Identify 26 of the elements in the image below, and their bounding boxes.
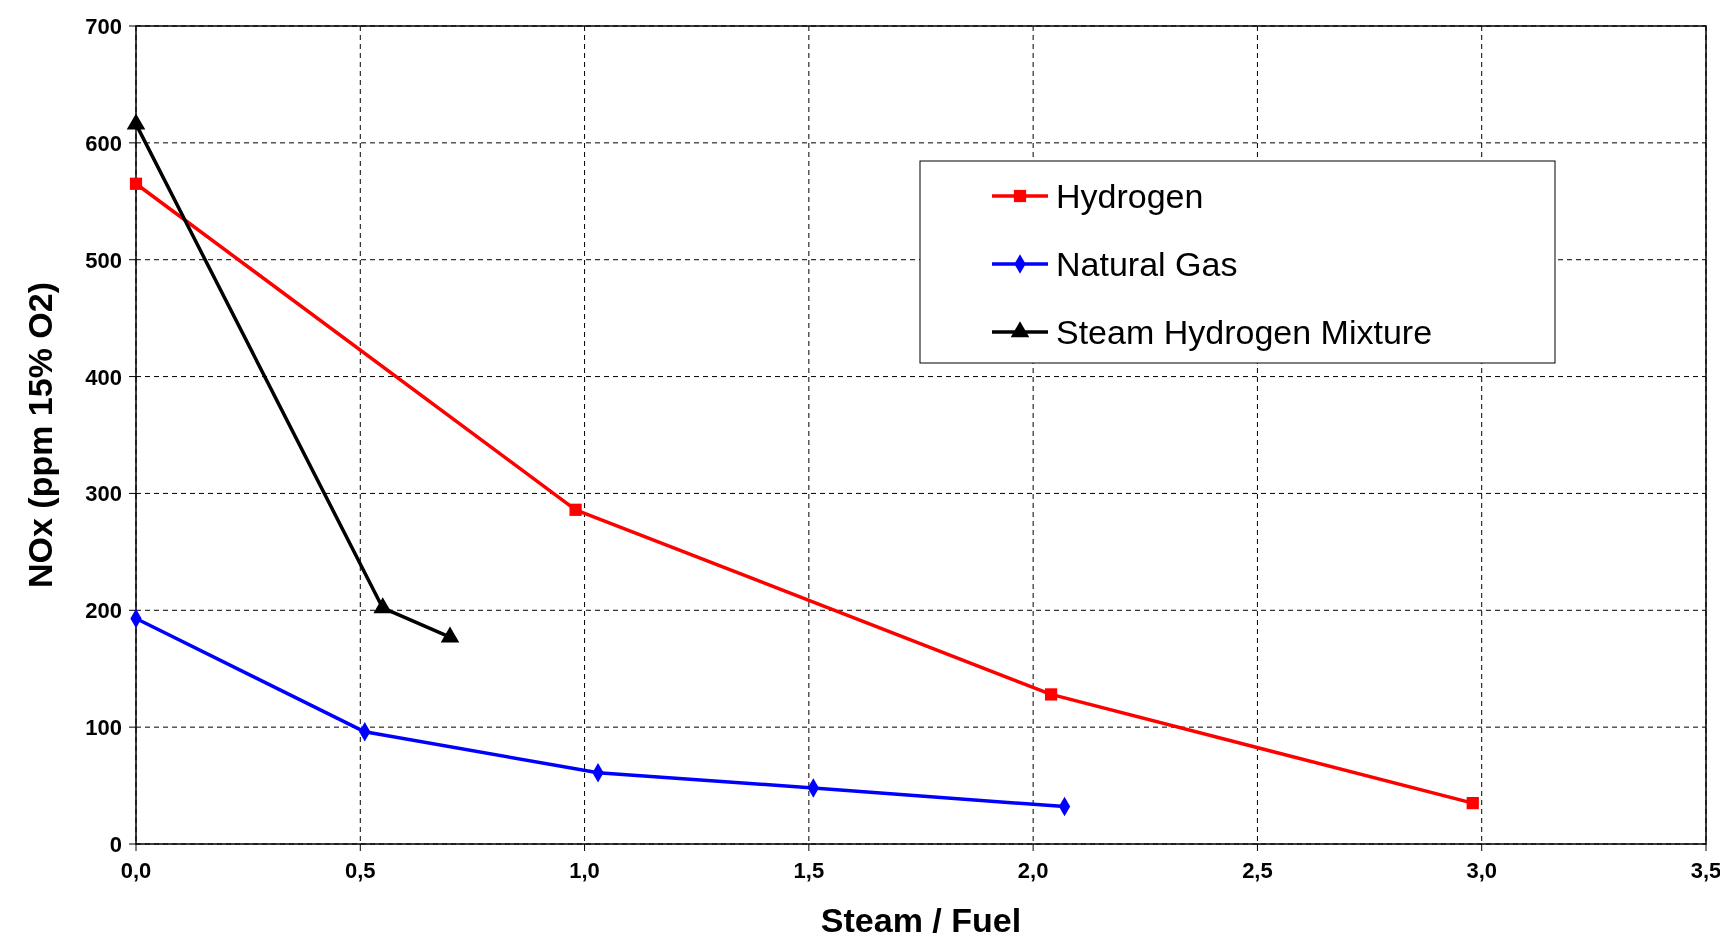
y-tick-label: 200: [85, 598, 122, 624]
x-tick-label: 1,0: [569, 858, 600, 883]
point: [1044, 688, 1058, 701]
x-tick-label: 3,5: [1690, 858, 1722, 883]
legend-label: Natural Gas: [1056, 245, 1238, 283]
point: [129, 177, 143, 190]
y-tick-label: 600: [85, 130, 122, 156]
x-tick-label: 0,0: [120, 858, 152, 883]
legend-label: Hydrogen: [1056, 177, 1204, 215]
x-axis-title: Steam / Fuel: [820, 901, 1022, 939]
y-tick-label: 400: [85, 364, 122, 390]
x-tick-label: 2,0: [1017, 858, 1049, 883]
y-tick-label: 100: [85, 715, 122, 741]
y-tick-label: 700: [85, 14, 122, 39]
legend-label: Steam Hydrogen Mixture: [1056, 313, 1433, 351]
y-tick-label: 0: [109, 832, 122, 857]
point: [126, 113, 146, 130]
y-axis-title: NOx (ppm 15% O2): [21, 281, 59, 589]
x-tick-label: 1,5: [793, 858, 825, 883]
x-tick-label: 3,0: [1466, 858, 1498, 883]
y-tick-label: 500: [85, 247, 122, 273]
point: [569, 503, 582, 516]
point: [1466, 796, 1479, 810]
x-tick-label: 2,5: [1242, 858, 1273, 883]
y-tick-label: 300: [85, 481, 122, 507]
x-tick-label: 0,5: [344, 858, 376, 883]
